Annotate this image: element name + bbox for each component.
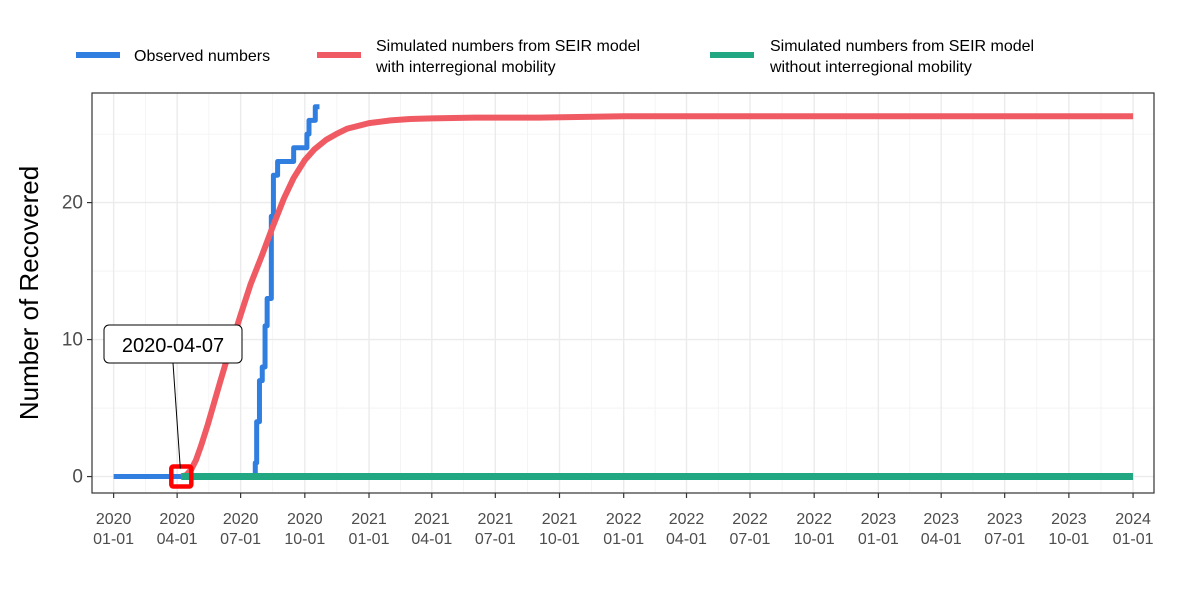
annotation-layer: 2020-04-07 bbox=[103, 324, 243, 489]
x-tick-label-monthday: 01-01 bbox=[349, 531, 390, 548]
x-tick-label-monthday: 04-01 bbox=[921, 531, 962, 548]
y-tick-label: 0 bbox=[72, 467, 83, 488]
x-tick-label-year: 2023 bbox=[923, 511, 959, 528]
x-tick-label-year: 2023 bbox=[861, 511, 897, 528]
x-tick-label-monthday: 10-01 bbox=[539, 531, 580, 548]
x-tick-label-year: 2020 bbox=[96, 511, 132, 528]
x-tick-label-year: 2022 bbox=[796, 511, 832, 528]
x-tick-label-monthday: 01-01 bbox=[603, 531, 644, 548]
grid-major bbox=[92, 93, 1154, 493]
x-tick-label-year: 2020 bbox=[223, 511, 259, 528]
x-tick-label-year: 2022 bbox=[732, 511, 768, 528]
x-tick-label-monthday: 07-01 bbox=[475, 531, 516, 548]
x-tick-label-year: 2021 bbox=[542, 511, 578, 528]
x-tick-label-year: 2023 bbox=[1051, 511, 1087, 528]
y-tick-label: 20 bbox=[62, 193, 83, 214]
plot-border bbox=[91, 92, 1155, 494]
x-axis: 2020 01-01 2020 04-01 2020 07-01 2020 10-01 2021… bbox=[93, 493, 1154, 548]
x-tick-label-year: 2020 bbox=[159, 511, 195, 528]
x-tick-label-year: 2021 bbox=[351, 511, 387, 528]
series-observed-line bbox=[113, 104, 320, 480]
legend-label-3: Simulated numbers from SEIR model without… bbox=[769, 38, 1034, 76]
x-tick-label-monthday: 07-01 bbox=[730, 531, 771, 548]
x-tick-label-year: 2022 bbox=[669, 511, 705, 528]
series-layer bbox=[113, 104, 1134, 481]
x-tick-label-monthday: 01-01 bbox=[858, 531, 899, 548]
annotation-label: 2020-04-07 bbox=[122, 335, 224, 357]
x-tick-label-monthday: 10-01 bbox=[794, 531, 835, 548]
legend-label-1: Observed numbers bbox=[134, 48, 270, 65]
x-tick-label-monthday: 04-01 bbox=[157, 531, 198, 548]
x-tick-label-year: 2024 bbox=[1115, 511, 1151, 528]
y-tick-label: 10 bbox=[62, 330, 83, 351]
x-tick-label-year: 2021 bbox=[478, 511, 514, 528]
x-tick-label-year: 2022 bbox=[606, 511, 642, 528]
annotation-marker bbox=[169, 464, 194, 489]
annotation-leader-line bbox=[172, 362, 181, 469]
x-tick-label-monthday: 10-01 bbox=[1048, 531, 1089, 548]
x-tick-label-year: 2021 bbox=[414, 511, 450, 528]
x-tick-label-monthday: 07-01 bbox=[984, 531, 1025, 548]
annotation-box bbox=[103, 324, 243, 364]
series-seir-with-mobility-line bbox=[180, 113, 1134, 480]
legend-label-2: Simulated numbers from SEIR model with in… bbox=[375, 38, 640, 76]
x-tick-label-year: 2020 bbox=[287, 511, 323, 528]
x-tick-label-monthday: 04-01 bbox=[666, 531, 707, 548]
y-axis: 0 10 20 bbox=[62, 193, 92, 488]
x-tick-label-monthday: 01-01 bbox=[93, 531, 134, 548]
x-tick-label-monthday: 04-01 bbox=[411, 531, 452, 548]
x-tick-label-monthday: 07-01 bbox=[220, 531, 261, 548]
x-tick-label-monthday: 10-01 bbox=[284, 531, 325, 548]
x-tick-label-monthday: 01-01 bbox=[1113, 531, 1154, 548]
legend: Observed numbers Simulated numbers from S… bbox=[76, 38, 1034, 76]
y-axis-title: Number of Recovered bbox=[14, 166, 44, 420]
x-tick-label-year: 2023 bbox=[987, 511, 1023, 528]
